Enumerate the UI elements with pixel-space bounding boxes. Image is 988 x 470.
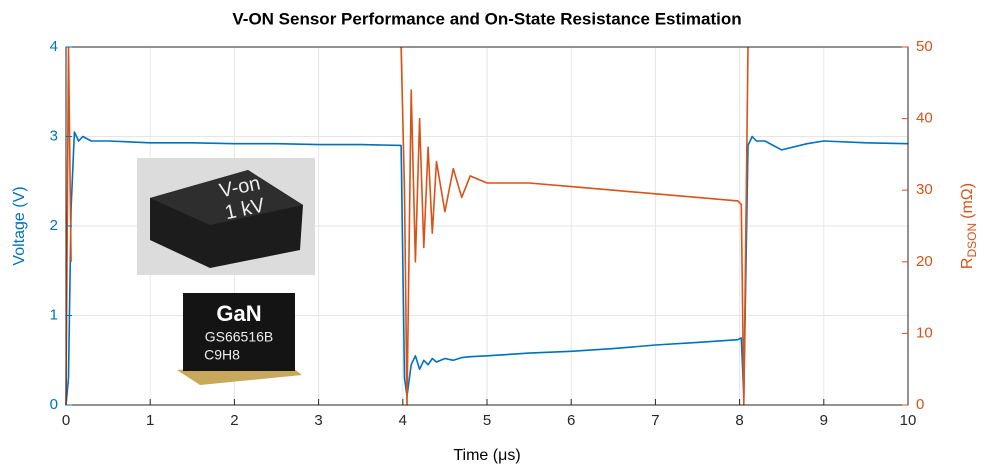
chip-top — [150, 170, 303, 225]
y2-tick-label: 10 — [916, 324, 933, 341]
y-tick-label: 0 — [50, 396, 58, 413]
chart-title: V-ON Sensor Performance and On-State Res… — [232, 9, 741, 28]
y-tick-label: 4 — [50, 38, 58, 55]
y2-label-sub: DSON — [965, 223, 979, 258]
y2-label-unit: (mΩ) — [959, 183, 976, 219]
x-tick-label: 10 — [900, 412, 917, 429]
y2-tick-label: 50 — [916, 38, 933, 55]
chip-body — [183, 293, 295, 371]
y2-axis-label: RDSON (mΩ) — [959, 183, 979, 269]
y2-label-main: R — [959, 258, 976, 270]
x-tick-label: 4 — [399, 412, 407, 429]
x-tick-label: 3 — [314, 412, 322, 429]
x-tick-label: 0 — [62, 412, 70, 429]
x-tick-label: 2 — [230, 412, 238, 429]
y2-tick-label: 0 — [916, 396, 924, 413]
chip-text: C9H8 — [204, 347, 240, 363]
chip-text: GaN — [216, 301, 261, 326]
chip-text: GS66516B — [205, 329, 274, 345]
x-tick-label: 6 — [567, 412, 575, 429]
y2-tick-label: 30 — [916, 181, 933, 198]
x-tick-label: 7 — [651, 412, 659, 429]
x-axis-label: Time (μs) — [453, 447, 520, 464]
gan-photo: GaN GS66516B C9H8 — [177, 293, 302, 385]
y2-tick-label: 40 — [916, 110, 933, 127]
y2-tick-label: 20 — [916, 253, 933, 270]
y-tick-label: 2 — [50, 217, 58, 234]
series-line — [65, 131, 909, 406]
y-axis-label: Voltage (V) — [11, 186, 28, 265]
x-tick-label: 8 — [735, 412, 743, 429]
y-tick-label: 1 — [50, 306, 58, 323]
x-tick-label: 5 — [483, 412, 491, 429]
v-on-photo: V-on 1 kV — [137, 158, 315, 275]
x-tick-label: 9 — [820, 412, 828, 429]
y-tick-label: 3 — [50, 127, 58, 144]
x-tick-label: 1 — [146, 412, 154, 429]
